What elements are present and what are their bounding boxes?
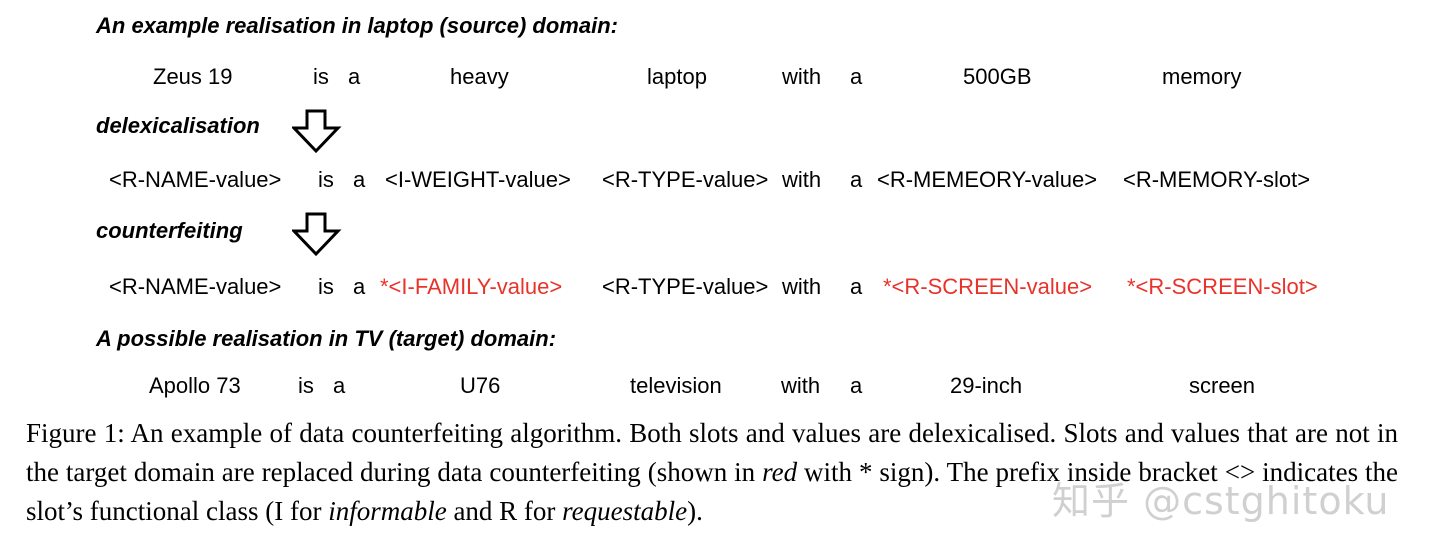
sentence-token: with bbox=[782, 274, 822, 299]
sentence-token: Zeus 19 bbox=[153, 64, 233, 89]
sentence-token: a bbox=[348, 64, 361, 89]
caption-text: ). bbox=[687, 496, 703, 526]
sentence-token: a bbox=[850, 167, 863, 192]
sentence-token: a bbox=[353, 167, 366, 192]
watermark: 知乎 @cstghitoku bbox=[1052, 479, 1390, 523]
sentence-token: with bbox=[782, 64, 822, 89]
sentence-token: with bbox=[781, 373, 821, 398]
caption-text: and R for bbox=[446, 496, 563, 526]
counterfeit-token: *<I-FAMILY-value> bbox=[380, 274, 563, 299]
delexicalisation-heading: delexicalisation bbox=[96, 113, 260, 138]
sentence-token: 29-inch bbox=[950, 373, 1023, 398]
sentence-token: is bbox=[318, 167, 334, 192]
down-arrow-icon bbox=[292, 109, 342, 154]
sentence-token: Apollo 73 bbox=[149, 373, 241, 398]
down-arrow-icon bbox=[292, 212, 342, 257]
target-domain-heading: A possible realisation in TV (target) do… bbox=[96, 326, 557, 351]
sentence-token: is bbox=[318, 274, 334, 299]
sentence-token: a bbox=[353, 274, 366, 299]
sentence-token: <R-MEMEORY-value> bbox=[877, 167, 1098, 192]
source-domain-heading: An example realisation in laptop (source… bbox=[96, 13, 618, 38]
sentence-token: memory bbox=[1162, 64, 1242, 89]
sentence-token: <R-NAME-value> bbox=[109, 167, 282, 192]
sentence-token: a bbox=[850, 64, 863, 89]
sentence-token: with bbox=[782, 167, 822, 192]
sentence-token: laptop bbox=[647, 64, 707, 89]
sentence-token: a bbox=[850, 373, 863, 398]
sentence-token: screen bbox=[1189, 373, 1256, 398]
sentence-token: <R-TYPE-value> bbox=[602, 167, 769, 192]
counterfeit-token: *<R-SCREEN-value> bbox=[883, 274, 1093, 299]
sentence-token: heavy bbox=[450, 64, 509, 89]
caption-text: with * sign). The prefix inside bracket … bbox=[26, 457, 1398, 526]
sentence-token: <R-MEMORY-slot> bbox=[1123, 167, 1311, 192]
sentence-token: 500GB bbox=[963, 64, 1032, 89]
caption-text: Figure 1: An example of data counterfeit… bbox=[26, 418, 1398, 487]
counterfeit-token: *<R-SCREEN-slot> bbox=[1127, 274, 1318, 299]
sentence-token: television bbox=[630, 373, 722, 398]
counterfeiting-heading: counterfeiting bbox=[96, 218, 243, 243]
figure-caption: Figure 1: An example of data counterfeit… bbox=[26, 414, 1398, 531]
caption-informable-word: informable bbox=[328, 496, 447, 526]
sentence-token: a bbox=[850, 274, 863, 299]
sentence-token: <R-NAME-value> bbox=[109, 274, 282, 299]
sentence-token: U76 bbox=[460, 373, 501, 398]
sentence-token: <I-WEIGHT-value> bbox=[385, 167, 571, 192]
sentence-token: <R-TYPE-value> bbox=[602, 274, 769, 299]
sentence-token: is bbox=[298, 373, 314, 398]
sentence-token: is bbox=[313, 64, 329, 89]
caption-red-word: red bbox=[762, 457, 798, 487]
caption-requestable-word: requestable bbox=[562, 496, 688, 526]
sentence-token: a bbox=[333, 373, 346, 398]
